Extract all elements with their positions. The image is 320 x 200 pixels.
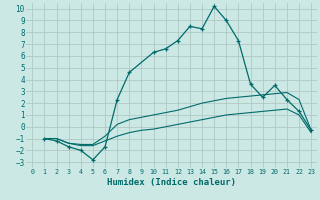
X-axis label: Humidex (Indice chaleur): Humidex (Indice chaleur) bbox=[107, 178, 236, 187]
